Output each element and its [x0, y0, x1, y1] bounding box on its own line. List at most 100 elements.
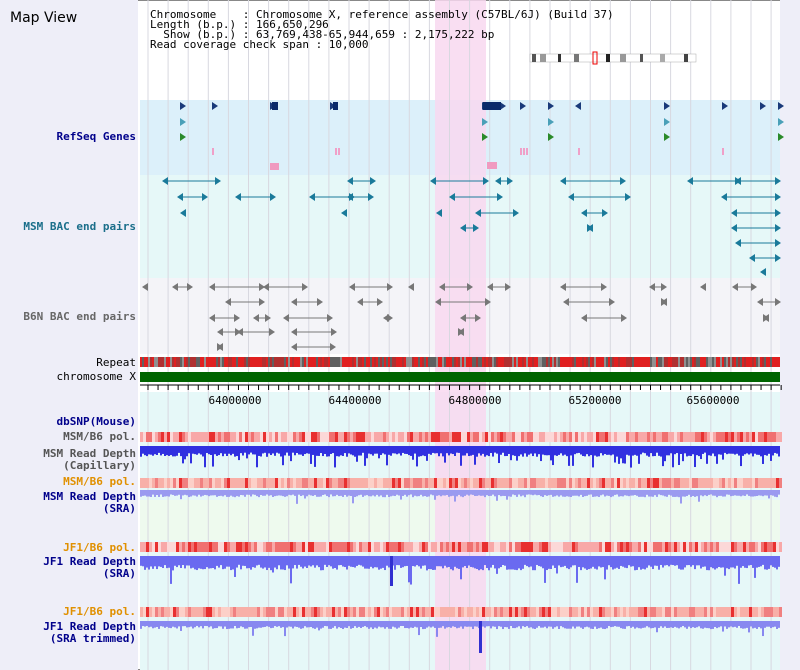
msm-depth-sra-bar: [506, 490, 508, 500]
repeat-segment: [352, 357, 354, 367]
jf1-b6-pol-strip: [764, 542, 767, 552]
jf1-depth-sra-bar: [554, 556, 556, 568]
msm-depth-capillary-bar: [462, 446, 464, 456]
msm-bac-pair-end: [162, 177, 168, 185]
repeat-segment: [230, 357, 232, 367]
repeat-segment: [430, 357, 432, 367]
jf1-b6-pol-strip-2: [560, 607, 563, 617]
msm-depth-capillary-bar: [512, 446, 514, 456]
msm-b6-pol-strip-2: [248, 478, 251, 488]
jf1-b6-pol-strip-2: [611, 607, 614, 617]
jf1-b6-pol-strip: [221, 542, 224, 552]
msm-depth-capillary-bar: [226, 446, 228, 457]
track-label-repeat: Repeat: [96, 356, 136, 369]
jf1-b6-pol-strip: [593, 542, 596, 552]
jf1-b6-pol-strip-2: [395, 607, 398, 617]
jf1-b6-pol-strip: [494, 542, 497, 552]
msm-depth-capillary-bar: [222, 446, 224, 457]
refseq-gene: [575, 102, 581, 110]
msm-b6-pol-strip-2: [533, 478, 536, 488]
jf1-depth-trimmed-bar: [278, 621, 280, 627]
msm-depth-sra-bar: [580, 490, 582, 495]
repeat-segment: [150, 357, 152, 367]
jf1-depth-sra-bar: [358, 556, 360, 565]
jf1-b6-pol-strip: [743, 542, 746, 552]
msm-b6-pol-strip-2: [287, 478, 290, 488]
jf1-b6-pol-strip-2: [158, 607, 161, 617]
msm-depth-sra-bar: [536, 490, 538, 496]
track-label-msm-depth-capillary[interactable]: MSM Read Depth (Capillary): [43, 447, 136, 472]
msm-depth-capillary-bar: [452, 446, 454, 455]
jf1-b6-pol-strip: [287, 542, 290, 552]
msm-b6-pol-strip-2: [155, 478, 158, 488]
jf1-depth-trimmed-bar: [378, 621, 380, 627]
jf1-b6-pol-strip: [734, 542, 737, 552]
msm-bac-pair-end: [507, 177, 513, 185]
track-label-jf1-pol[interactable]: JF1/B6 pol.: [63, 541, 136, 554]
repeat-segment: [174, 357, 176, 367]
jf1-depth-sra-bar: [232, 556, 234, 570]
jf1-depth-sra-bar: [472, 556, 474, 568]
track-label-msm-pol[interactable]: MSM/B6 pol.: [63, 430, 136, 443]
msm-depth-sra-bar: [338, 490, 340, 497]
jf1-depth-trimmed-bar: [742, 621, 744, 629]
jf1-b6-pol-strip: [140, 542, 143, 552]
jf1-depth-trimmed-bar: [364, 621, 366, 627]
msm-depth-capillary-bar: [184, 446, 186, 460]
track-label-jf1-depth-trimmed[interactable]: JF1 Read Depth (SRA trimmed): [43, 620, 136, 645]
msm-depth-sra-bar: [206, 490, 208, 496]
msm-bac-pair-end: [497, 193, 503, 201]
msm-b6-pol-strip: [629, 432, 632, 442]
msm-depth-sra-bar: [466, 490, 468, 495]
repeat-segment: [666, 357, 668, 367]
msm-depth-capillary-bar: [228, 446, 230, 454]
track-label-jf1-pol-2[interactable]: JF1/B6 pol.: [63, 605, 136, 618]
jf1-b6-pol-strip-2: [428, 607, 431, 617]
repeat-segment: [182, 357, 184, 367]
jf1-b6-pol-strip-2: [383, 607, 386, 617]
jf1-depth-trimmed-bar: [730, 621, 732, 627]
msm-depth-capillary-bar: [562, 446, 564, 456]
chromosome-bar: [140, 372, 780, 382]
jf1-b6-pol-strip-2: [608, 607, 611, 617]
jf1-depth-trimmed-bar: [494, 621, 496, 627]
repeat-segment: [440, 357, 442, 367]
jf1-depth-sra-bar: [728, 556, 730, 570]
msm-b6-pol-strip-2: [479, 478, 482, 488]
msm-depth-sra-bar: [520, 490, 522, 497]
msm-bac-pair-end: [775, 224, 781, 232]
msm-depth-sra-bar: [686, 490, 688, 497]
msm-b6-pol-strip-2: [275, 478, 278, 488]
track-label-b6n-bac[interactable]: B6N BAC end pairs: [23, 310, 136, 323]
jf1-depth-trimmed-bar: [594, 621, 596, 627]
jf1-depth-trimmed-bar: [172, 621, 174, 627]
msm-depth-sra-bar: [700, 490, 702, 496]
msm-b6-pol-strip-2: [623, 478, 626, 488]
jf1-b6-pol-strip: [266, 542, 269, 552]
jf1-depth-sra-bar: [254, 556, 256, 568]
msm-bac-pair-end: [215, 177, 221, 185]
jf1-depth-trimmed-bar: [506, 621, 508, 628]
jf1-depth-sra-bar: [294, 556, 296, 566]
jf1-b6-pol-strip: [392, 542, 395, 552]
msm-depth-sra-bar: [314, 490, 316, 496]
msm-depth-capillary-bar: [436, 446, 438, 454]
track-label-jf1-depth-sra[interactable]: JF1 Read Depth (SRA): [43, 555, 136, 580]
jf1-depth-trimmed-bar: [338, 621, 340, 628]
repeat-segment: [384, 357, 386, 367]
msm-depth-sra-bar: [202, 490, 204, 496]
msm-depth-sra-bar: [702, 490, 704, 497]
track-label-dbsnp[interactable]: dbSNP(Mouse): [56, 415, 136, 428]
msm-depth-capillary-bar: [674, 446, 676, 455]
track-label-msm-depth-sra[interactable]: MSM Read Depth (SRA): [43, 490, 136, 515]
jf1-b6-pol-strip: [578, 542, 581, 552]
track-label-msm-pol-2[interactable]: MSM/B6 pol.: [63, 475, 136, 488]
ideogram-band: [574, 54, 579, 62]
jf1-b6-pol-strip-2: [263, 607, 266, 617]
track-label-refseq[interactable]: RefSeq Genes: [56, 130, 136, 143]
jf1-b6-pol-strip: [542, 542, 545, 552]
track-label-msm-bac[interactable]: MSM BAC end pairs: [23, 220, 136, 233]
msm-depth-capillary-bar: [170, 446, 172, 456]
msm-depth-sra-bar: [346, 490, 348, 497]
